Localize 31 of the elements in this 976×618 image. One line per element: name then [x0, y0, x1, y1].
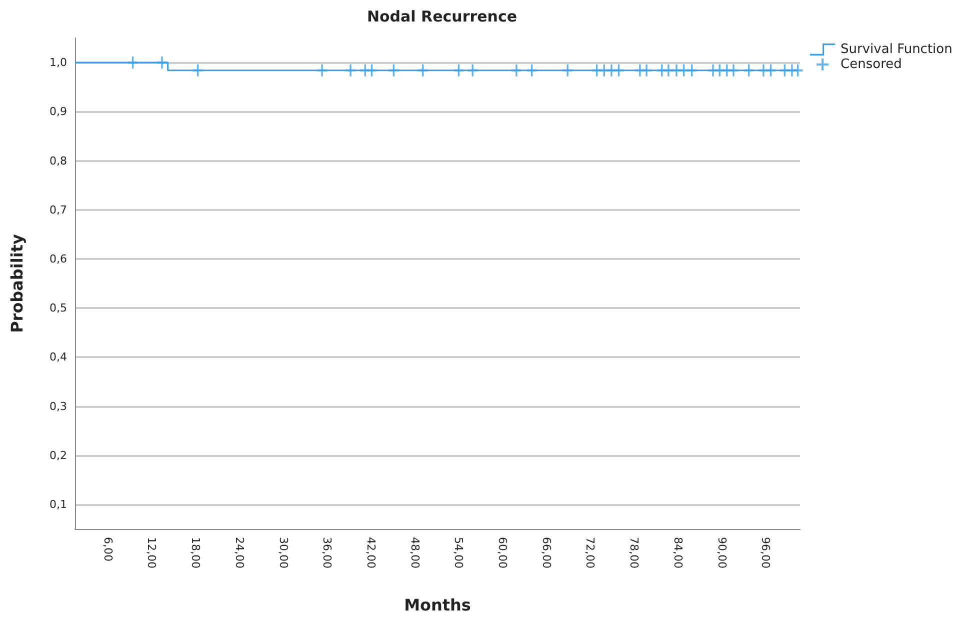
x-axis-title: Months	[404, 596, 471, 614]
y-tick-label: 0,1	[50, 498, 67, 511]
x-tick-label: 24,00	[232, 537, 246, 568]
y-tick-label: 0,2	[50, 448, 67, 462]
x-tick-label: 6,00	[101, 537, 114, 562]
x-tick-label: 18,00	[189, 537, 202, 568]
x-tick-label: 96,00	[759, 537, 772, 568]
x-tick-label: 12,00	[145, 537, 158, 568]
x-tick-label: 66,00	[540, 537, 553, 568]
x-tick-label: 90,00	[715, 537, 728, 568]
chart-title: Nodal Recurrence	[366, 8, 518, 26]
x-tick-label: 36,00	[320, 537, 334, 568]
y-tick-label: 0,7	[50, 203, 67, 216]
x-tick-label: 30,00	[276, 537, 290, 568]
x-tick-label: 78,00	[628, 537, 641, 568]
legend-label: Censored	[840, 57, 902, 72]
x-tick-label: 48,00	[408, 537, 422, 568]
y-tick-label: 0,3	[50, 400, 67, 413]
y-tick-label: 0,4	[50, 350, 67, 364]
y-tick-label: 0,6	[50, 252, 67, 266]
y-tick-label: 0,9	[50, 105, 67, 118]
y-axis-title: Probability	[8, 234, 26, 333]
x-tick-label: 54,00	[452, 537, 466, 568]
y-tick-label: 1,0	[50, 56, 67, 70]
x-tick-label: 72,00	[584, 537, 597, 568]
legend-label: Survival Function	[840, 42, 952, 57]
y-tick-label: 0,5	[50, 302, 67, 315]
x-tick-label: 84,00	[671, 537, 684, 568]
x-tick-label: 60,00	[496, 537, 510, 568]
x-tick-label: 42,00	[364, 537, 378, 568]
y-tick-label: 0,8	[50, 154, 67, 168]
